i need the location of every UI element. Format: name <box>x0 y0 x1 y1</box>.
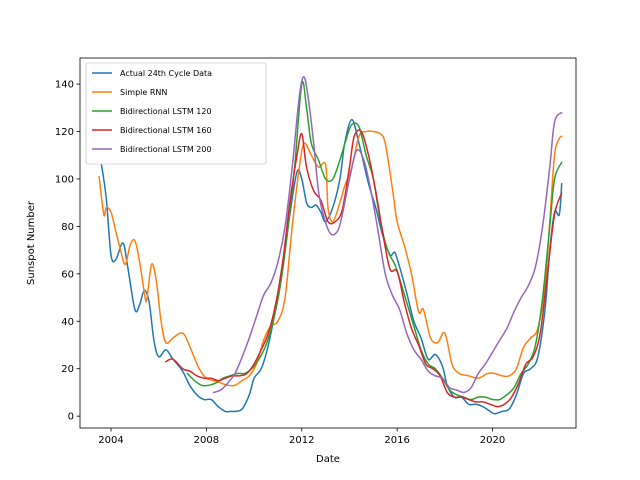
x-tick-label: 2008 <box>194 435 219 446</box>
y-tick-label: 120 <box>55 127 74 138</box>
x-tick-label: 2020 <box>480 435 505 446</box>
legend-entry-2: Bidirectional LSTM 120 <box>120 107 212 116</box>
y-tick-label: 0 <box>68 412 74 423</box>
y-tick-label: 40 <box>61 317 74 328</box>
legend-entry-3: Bidirectional LSTM 160 <box>120 126 212 135</box>
x-tick-label: 2016 <box>384 435 409 446</box>
legend-entry-4: Bidirectional LSTM 200 <box>120 145 212 154</box>
y-tick-label: 60 <box>61 269 74 280</box>
x-tick-label: 2004 <box>98 435 123 446</box>
plot-area <box>98 76 563 415</box>
y-tick-label: 20 <box>61 364 74 375</box>
series-line-4 <box>212 76 563 394</box>
axes-frame <box>79 57 577 429</box>
series-line-1 <box>98 130 563 387</box>
legend: Actual 24th Cycle Data Simple RNN Bidirect… <box>85 62 267 165</box>
x-tick-label: 2012 <box>289 435 314 446</box>
x-axis-label: Date <box>316 454 340 465</box>
y-tick-label: 80 <box>61 222 74 233</box>
legend-box <box>85 62 267 165</box>
legend-entry-0: Actual 24th Cycle Data <box>120 69 212 78</box>
legend-entry-1: Simple RNN <box>120 88 167 97</box>
y-tick-label: 140 <box>55 80 74 91</box>
x-axis-ticks: 2004 2008 2012 2016 2020 <box>98 428 505 446</box>
series-line-3 <box>165 129 563 408</box>
y-axis-ticks: 0 20 40 60 80 100 120 140 <box>55 80 80 423</box>
y-tick-label: 100 <box>55 174 74 185</box>
y-axis-label: Sunspot Number <box>26 200 37 285</box>
series-line-0 <box>100 118 563 415</box>
